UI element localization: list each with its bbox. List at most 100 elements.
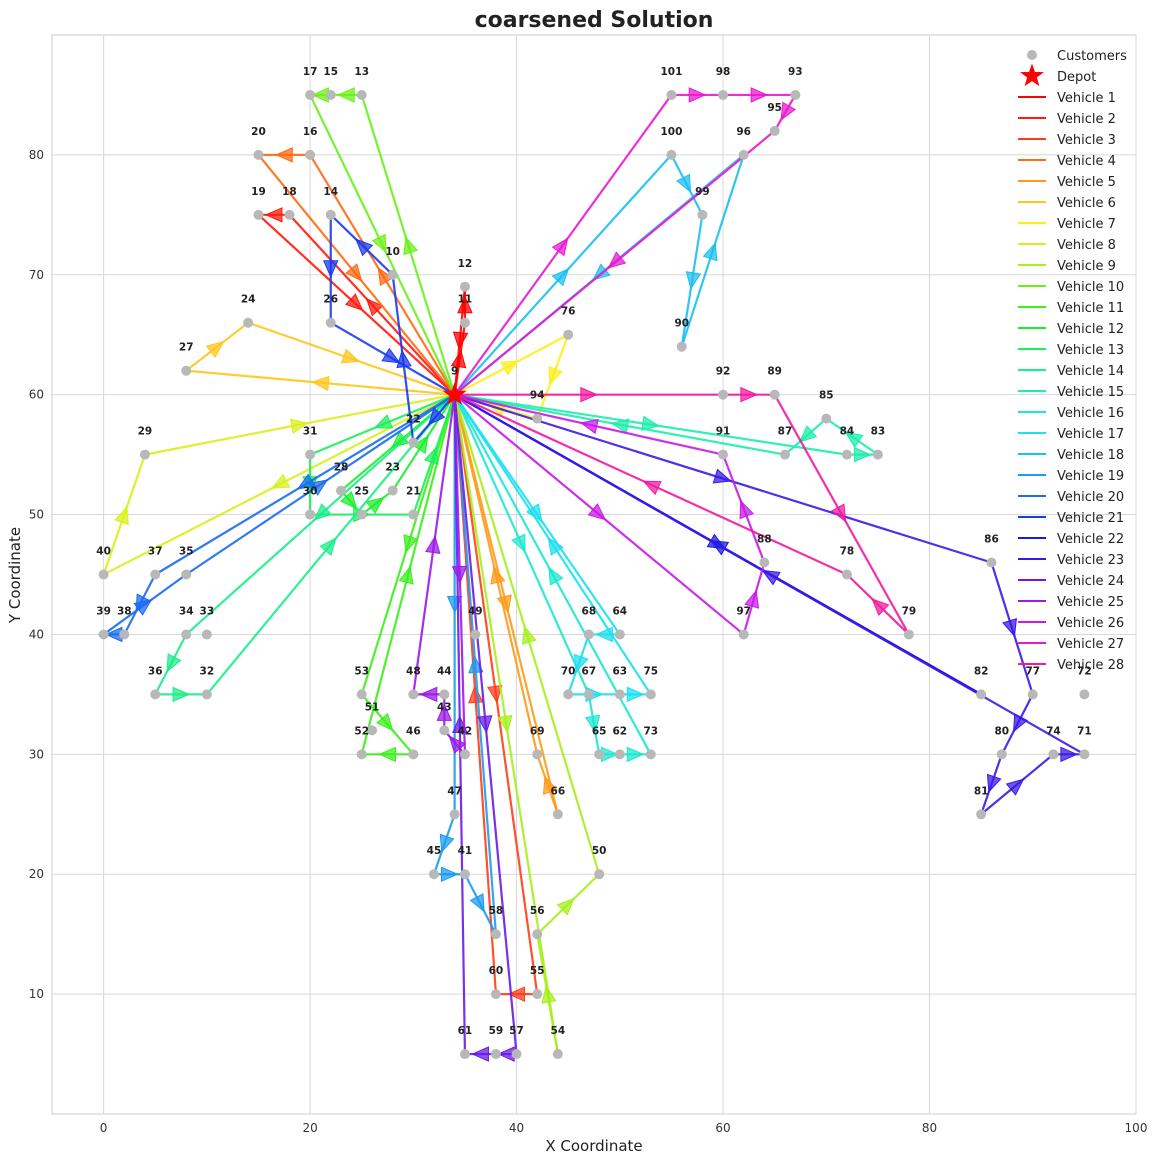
legend-entry-label: Vehicle 24 <box>1057 574 1124 589</box>
legend-entry-label: Vehicle 28 <box>1057 658 1124 673</box>
route-arrow <box>309 479 329 496</box>
customer-label: 47 <box>447 785 462 797</box>
route-arrow <box>381 347 401 364</box>
legend-entry-label: Vehicle 22 <box>1057 532 1124 547</box>
legend-entry-label: Vehicle 16 <box>1057 406 1124 421</box>
route-arrow <box>676 173 692 194</box>
y-tick-label: 10 <box>29 987 44 1001</box>
customer-point <box>336 485 347 496</box>
customer-point <box>759 557 770 568</box>
customer-label: 16 <box>303 126 318 138</box>
route-arrow <box>798 425 818 443</box>
route-vehicle-8 <box>102 393 456 576</box>
route-arrow <box>390 431 410 449</box>
route-vehicle-5 <box>453 394 559 815</box>
customer-label: 79 <box>902 605 917 617</box>
route-arrow <box>780 101 796 121</box>
customer-label: 32 <box>200 665 215 677</box>
legend-entry-label: Vehicle 2 <box>1057 112 1116 127</box>
route-arrow <box>688 87 707 103</box>
x-tick-label: 100 <box>1125 1121 1148 1135</box>
route-arrow <box>626 746 645 763</box>
route-arrow <box>1005 778 1025 796</box>
customer-label: 57 <box>509 1025 524 1037</box>
route-arrow <box>739 499 754 520</box>
customer-label: 93 <box>788 66 803 78</box>
route-arrow <box>490 565 506 585</box>
route-arrow <box>436 703 453 721</box>
legend-customers-label: Customers <box>1057 49 1127 64</box>
customer-label: 48 <box>406 665 421 677</box>
customer-label: 59 <box>489 1025 504 1037</box>
customer-label: 60 <box>489 965 504 977</box>
route-arrow <box>580 386 599 403</box>
customer-point <box>614 689 625 700</box>
customer-label: 83 <box>871 426 886 438</box>
customer-label: 94 <box>530 390 545 402</box>
route-arrow <box>371 233 387 254</box>
customer-point <box>459 749 470 760</box>
customer-label: 86 <box>984 534 999 546</box>
customer-point <box>150 689 161 700</box>
customer-point <box>532 413 543 424</box>
customer-point <box>98 569 109 580</box>
route-arrow <box>487 684 503 704</box>
customer-point <box>439 689 450 700</box>
customer-point <box>645 689 656 700</box>
customer-point <box>583 629 594 640</box>
customer-label: 26 <box>323 294 338 306</box>
customer-point <box>119 629 130 640</box>
customer-point <box>769 125 780 136</box>
customer-point <box>718 449 729 460</box>
legend-entry-label: Vehicle 12 <box>1057 322 1124 337</box>
route-arrow <box>452 331 469 350</box>
x-tick-label: 0 <box>100 1121 108 1135</box>
customer-label: 76 <box>561 306 576 318</box>
chart-title: coarsened Solution <box>475 8 714 33</box>
customer-label: 27 <box>179 342 194 354</box>
customer-point <box>387 269 398 280</box>
customer-label: 40 <box>96 546 111 558</box>
customer-label: 22 <box>406 414 421 426</box>
legend-entry-label: Vehicle 26 <box>1057 616 1124 631</box>
route-vehicle-9 <box>453 394 601 1055</box>
customer-label: 43 <box>437 701 452 713</box>
route-arrow <box>270 473 291 489</box>
customer-label: 31 <box>303 426 318 438</box>
route-arrow <box>471 1046 489 1062</box>
route-arrow <box>336 87 355 103</box>
customer-label: 46 <box>406 725 421 737</box>
route-arrow <box>133 599 153 616</box>
route-arrow <box>373 414 394 429</box>
customer-label: 15 <box>323 66 338 78</box>
legend-entry-label: Vehicle 13 <box>1057 343 1124 358</box>
legend-depot-label: Depot <box>1057 70 1096 85</box>
customer-point <box>181 629 192 640</box>
customer-label: 14 <box>323 186 338 198</box>
route-arrow <box>166 653 182 673</box>
customer-point <box>996 749 1007 760</box>
customer-point <box>718 89 729 100</box>
customer-label: 78 <box>840 546 855 558</box>
route-arrow <box>744 589 760 609</box>
customer-point <box>387 485 398 496</box>
customer-label: 54 <box>551 1025 566 1037</box>
route-arrow <box>541 984 557 1004</box>
customer-point <box>181 569 192 580</box>
customer-label: 98 <box>716 66 731 78</box>
customer-point <box>738 629 749 640</box>
customer-point <box>645 749 656 760</box>
route-arrow <box>403 235 419 256</box>
route-arrow <box>844 431 864 448</box>
customer-point <box>563 329 574 340</box>
customer-label: 38 <box>117 605 132 617</box>
customer-point <box>490 989 501 1000</box>
customer-label: 50 <box>592 845 607 857</box>
route-arrow <box>521 625 537 645</box>
tick-labels: 0 20 40 60 80 100 10 20 30 40 50 60 70 80 <box>29 148 1148 1135</box>
customer-point <box>790 89 801 100</box>
route-arrow <box>340 348 361 364</box>
customer-point <box>841 449 852 460</box>
customer-point <box>563 689 574 700</box>
customer-point <box>976 689 987 700</box>
